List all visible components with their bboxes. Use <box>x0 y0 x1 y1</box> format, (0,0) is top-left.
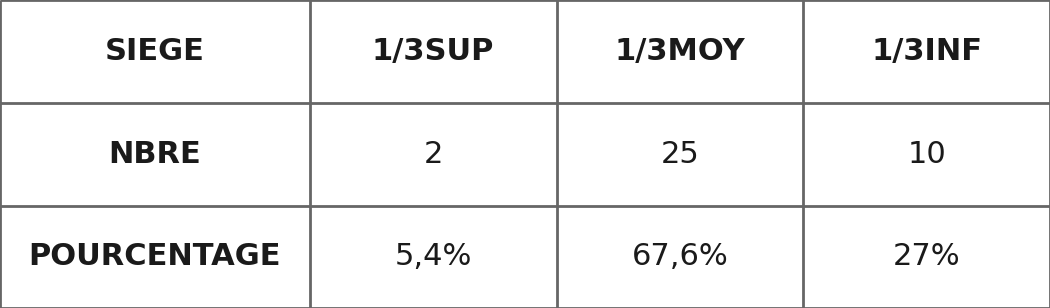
Text: POURCENTAGE: POURCENTAGE <box>28 242 281 271</box>
Text: 1/3INF: 1/3INF <box>872 37 982 66</box>
Text: 1/3SUP: 1/3SUP <box>372 37 495 66</box>
Text: 27%: 27% <box>892 242 961 271</box>
Text: 10: 10 <box>907 140 946 169</box>
Text: SIEGE: SIEGE <box>105 37 205 66</box>
Text: 5,4%: 5,4% <box>395 242 471 271</box>
Text: 67,6%: 67,6% <box>631 242 729 271</box>
Text: NBRE: NBRE <box>108 140 202 169</box>
Text: 2: 2 <box>423 140 443 169</box>
Text: 1/3MOY: 1/3MOY <box>614 37 746 66</box>
Text: 25: 25 <box>660 140 699 169</box>
